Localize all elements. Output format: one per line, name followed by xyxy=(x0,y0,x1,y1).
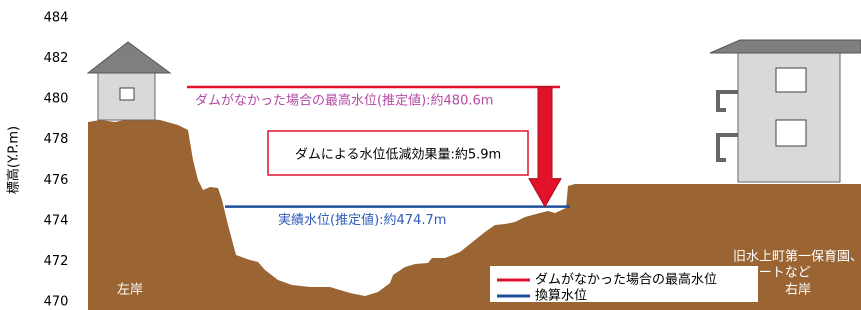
annotation: ダムによる水位低減効果量:約5.9m xyxy=(295,147,501,163)
y-tick-label: 484 xyxy=(44,11,69,26)
y-tick-label: 476 xyxy=(44,173,69,188)
house xyxy=(88,42,170,120)
y-tick-label: 472 xyxy=(44,254,69,269)
building xyxy=(710,40,861,182)
y-tick-label: 474 xyxy=(44,213,69,228)
chart: 標高(Y.P.m) ダムによる水位低減効果量:約5.9m 左岸 右岸 旧水上町第… xyxy=(0,0,861,310)
y-axis-label: 標高(Y.P.m) xyxy=(6,126,22,194)
legend-label: 換算水位 xyxy=(535,289,587,304)
y-tick-label: 480 xyxy=(44,92,69,107)
y-tick-label: 470 xyxy=(44,295,69,310)
reduction-arrow xyxy=(529,87,561,207)
site-label: 旧水上町第一保育園、 xyxy=(733,249,861,265)
level-label: 実績水位(推定値):約474.7m xyxy=(278,212,446,228)
level-label: ダムがなかった場合の最高水位(推定値):約480.6m xyxy=(195,92,493,108)
right-bank-label: 右岸 xyxy=(785,283,811,298)
legend-label: ダムがなかった場合の最高水位 xyxy=(535,272,717,288)
y-tick-label: 482 xyxy=(44,51,69,66)
y-tick-label: 478 xyxy=(44,132,69,147)
left-bank-label: 左岸 xyxy=(117,283,143,298)
